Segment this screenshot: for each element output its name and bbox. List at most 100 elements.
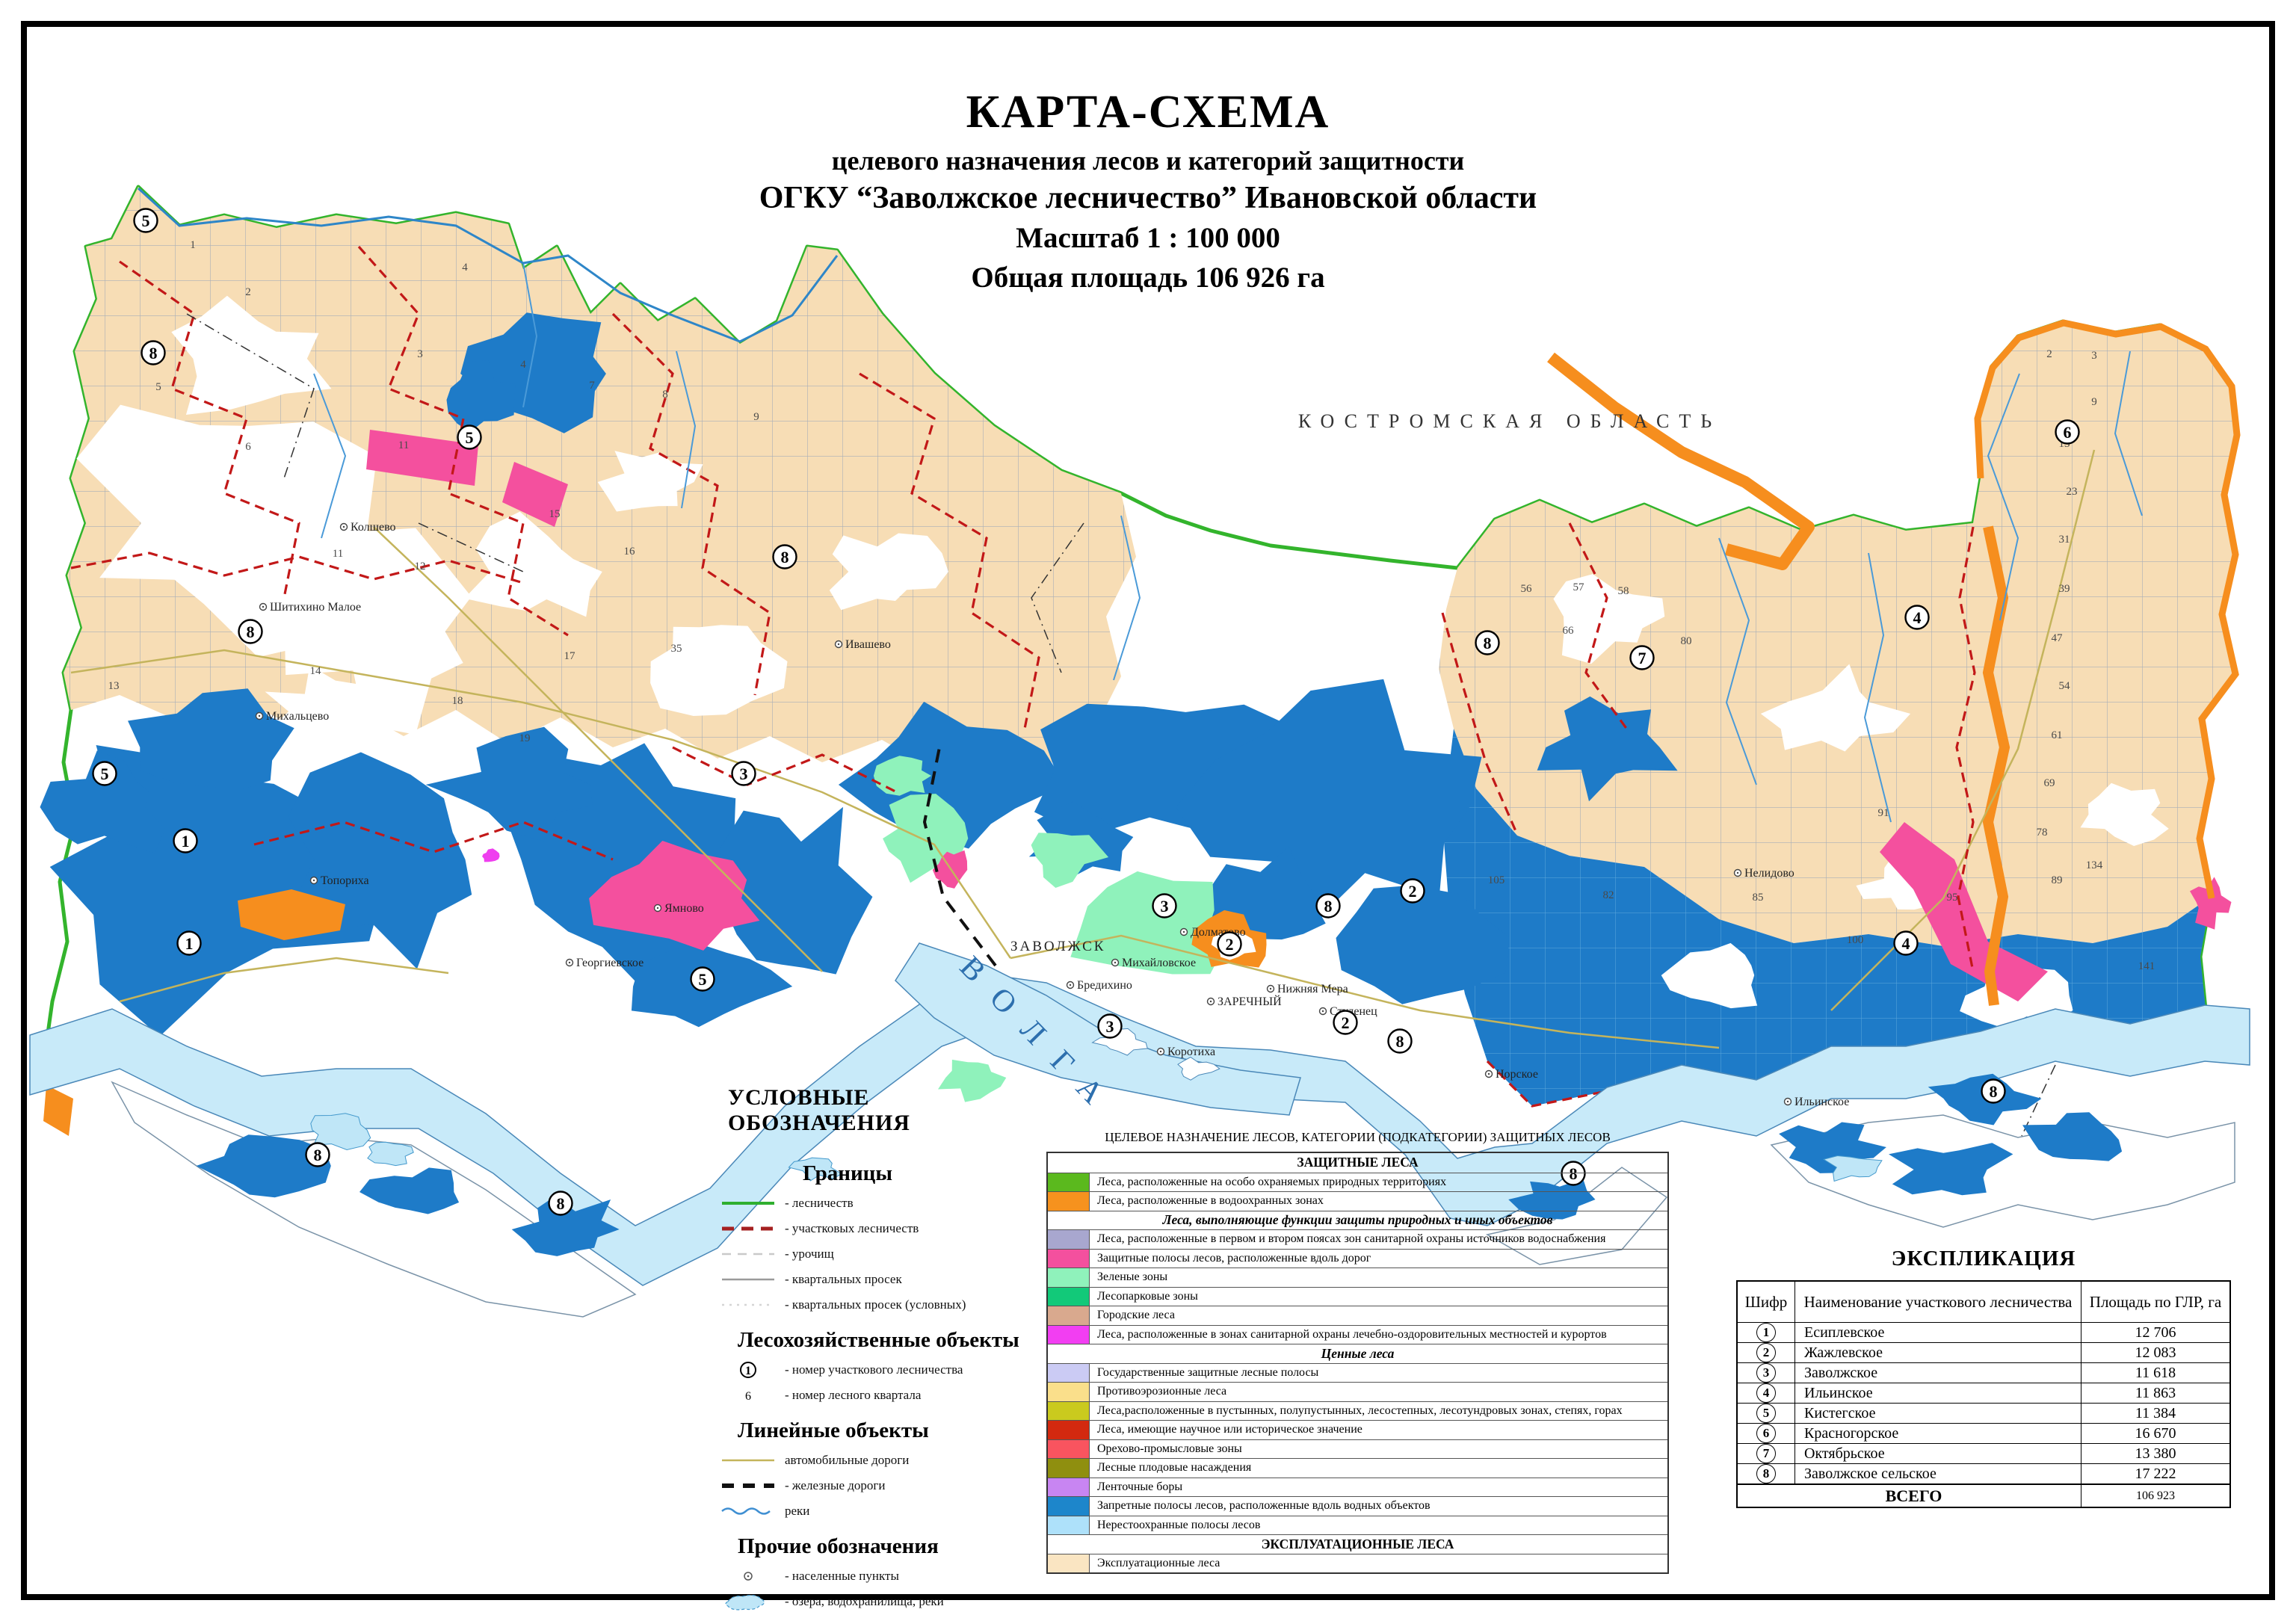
quarter-number: 9 bbox=[2091, 396, 2097, 408]
forestry-marker-number: 6 bbox=[2064, 423, 2072, 442]
category-label: Защитные полосы лесов, расположенные вдо… bbox=[1097, 1251, 1371, 1265]
legend-item-label: - озера, водохранилища, реки bbox=[785, 1594, 944, 1608]
legend-item-label: - квартальных просек (условных) bbox=[785, 1297, 966, 1312]
town-labels: Колшево Шитихино Малое Михальцево Топориха Г… bbox=[255, 521, 1849, 1108]
legend-item: 1 - номер участкового лесничества bbox=[719, 1357, 1052, 1383]
forestry-marker-circle bbox=[305, 1142, 330, 1167]
sanitary-patch bbox=[482, 848, 500, 862]
forestry-marker-number: 5 bbox=[142, 211, 150, 230]
quarter-number: 91 bbox=[1878, 807, 1889, 819]
town-label: Норское bbox=[1496, 1068, 1538, 1081]
island bbox=[1091, 1028, 1148, 1056]
category-table-block: ЦЕЛЕВОЕ НАЗНАЧЕНИЕ ЛЕСОВ, КАТЕГОРИИ (ПОД… bbox=[1046, 1130, 1669, 1574]
quarter-number: 11 bbox=[398, 439, 409, 451]
quarter-number: 31 bbox=[2059, 534, 2070, 546]
road-strip-patches bbox=[366, 430, 2048, 1001]
waterside-patch bbox=[1336, 886, 1510, 1004]
quarter-number: 15 bbox=[549, 508, 561, 520]
quarter-number: 3 bbox=[2091, 350, 2097, 362]
quarter-number: 61 bbox=[2052, 729, 2063, 741]
south-bank-patch bbox=[1889, 1143, 2013, 1196]
town-symbol-dot bbox=[1069, 984, 1072, 987]
quarter-number: 1 bbox=[190, 239, 196, 251]
green-zone-patch bbox=[1070, 871, 1223, 975]
category-color-swatch bbox=[1048, 1230, 1090, 1249]
category-row: Городские леса bbox=[1048, 1306, 1667, 1325]
quarter-number: 134 bbox=[2086, 859, 2103, 871]
category-label: Нерестоохранные полосы лесов bbox=[1097, 1518, 1261, 1531]
legend-item-label: - квартальных просек bbox=[785, 1272, 902, 1286]
town-symbol-dot bbox=[342, 525, 345, 528]
quarter-number: 9 bbox=[753, 411, 759, 423]
category-label: Запретные полосы лесов, расположенные вд… bbox=[1097, 1499, 1431, 1513]
legend-title: УСЛОВНЫЕ ОБОЗНАЧЕНИЯ bbox=[728, 1085, 910, 1135]
legend-section-heading: Прочие обозначения bbox=[738, 1534, 939, 1558]
quarter-number: 105 bbox=[1488, 874, 1505, 886]
forestry-marker-circle bbox=[1152, 893, 1177, 918]
clearing bbox=[280, 528, 472, 735]
waterside-patch bbox=[128, 688, 294, 790]
north-river-boundary bbox=[137, 187, 839, 343]
forestry-marker-number: 8 bbox=[149, 344, 158, 362]
quarter-number: 56 bbox=[1521, 583, 1533, 595]
legend-item: - озера, водохранилища, реки bbox=[719, 1589, 1052, 1614]
forestry-code: 6 bbox=[1756, 1424, 1776, 1443]
legend-item: - железные дороги bbox=[719, 1473, 1052, 1498]
category-label: Государственные защитные лесные полосы bbox=[1097, 1365, 1319, 1379]
category-color-swatch bbox=[1048, 1192, 1090, 1211]
town-symbol-dot bbox=[1786, 1100, 1789, 1103]
waterside-patch bbox=[460, 312, 606, 433]
legend-section-heading: Лесохозяйственные объекты bbox=[738, 1328, 1019, 1352]
town-symbol-dot bbox=[1182, 930, 1185, 933]
legend-sample-dash-darkred bbox=[719, 1217, 777, 1240]
river-islands bbox=[1091, 1028, 1220, 1081]
category-color-swatch bbox=[1048, 1306, 1090, 1325]
category-color-swatch bbox=[1048, 1268, 1090, 1287]
town-symbol-dot bbox=[1321, 1010, 1324, 1013]
road-strip-blob bbox=[589, 841, 760, 951]
green-zone-patch bbox=[873, 756, 931, 796]
legend-item-label: - номер лесного квартала bbox=[785, 1388, 922, 1402]
category-label: Леса, расположенные в зонах санитарной о… bbox=[1097, 1327, 1607, 1341]
forestry-marker-number: 3 bbox=[1161, 897, 1169, 916]
clearing bbox=[1760, 664, 1911, 752]
town-label: Бредихино bbox=[1077, 979, 1132, 992]
explication-row: 3 Заволжское 11 618 bbox=[1738, 1362, 2229, 1383]
forestry-marker-number: 8 bbox=[1396, 1032, 1404, 1051]
quarter-number: 19 bbox=[519, 732, 531, 744]
town-symbol-dot bbox=[1209, 1000, 1212, 1003]
town-symbol-dot bbox=[258, 714, 261, 717]
category-color-swatch bbox=[1048, 1497, 1090, 1516]
legend-item: 6 - номер лесного квартала bbox=[719, 1383, 1052, 1408]
forestry-marker-number: 2 bbox=[1342, 1013, 1350, 1032]
forestry-marker-circle bbox=[173, 828, 198, 853]
forestry-marker-number: 5 bbox=[101, 765, 109, 783]
forestry-marker-circle bbox=[133, 208, 158, 233]
forestry-marker-circle bbox=[457, 424, 482, 450]
quarter-number: 18 bbox=[452, 695, 463, 707]
forestry-area: 11 618 bbox=[2135, 1364, 2176, 1381]
legend-sample-line-gray bbox=[719, 1268, 777, 1291]
waterside-patch bbox=[446, 360, 516, 433]
south-bank-forest-patches bbox=[196, 1073, 2123, 1256]
forestry-area: 12 706 bbox=[2135, 1324, 2176, 1341]
lake bbox=[367, 1141, 414, 1167]
category-row: Запретные полосы лесов, расположенные вд… bbox=[1048, 1496, 1667, 1516]
quarter-number: 13 bbox=[108, 680, 120, 692]
city-label: ЗАВОЛЖСК bbox=[1010, 939, 1105, 954]
forestry-name: Жажлевское bbox=[1795, 1343, 2081, 1362]
forestry-marker-number: 1 bbox=[185, 934, 194, 953]
clearing bbox=[265, 665, 375, 758]
forestry-code: 8 bbox=[1756, 1464, 1776, 1483]
forestry-code: 5 bbox=[1756, 1404, 1776, 1423]
explication-title: ЭКСПЛИКАЦИЯ bbox=[1891, 1247, 2076, 1270]
explication-total-row: ВСЕГО 106 923 bbox=[1738, 1483, 2229, 1507]
category-label: Городские леса bbox=[1097, 1309, 1175, 1322]
legend: УСЛОВНЫЕ ОБОЗНАЧЕНИЯ Границы - лесничеств… bbox=[719, 1085, 1052, 1614]
quarter-number: 58 bbox=[1618, 585, 1629, 597]
quarter-number: 35 bbox=[671, 643, 682, 655]
quarter-number: 80 bbox=[1681, 635, 1692, 647]
forestry-marker-number: 8 bbox=[1324, 897, 1333, 916]
category-row: Зеленые зоны bbox=[1048, 1268, 1667, 1287]
